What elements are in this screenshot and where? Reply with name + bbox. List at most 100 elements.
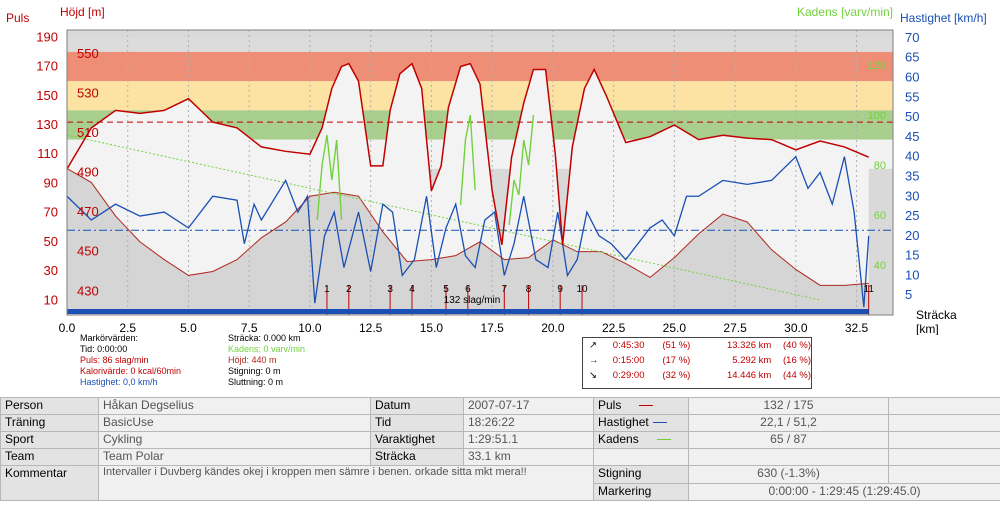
info-row: Person Håkan Degselius Datum 2007-07-17 …	[0, 397, 1000, 415]
heart-rate-zone	[67, 37, 893, 52]
speed-axis-title: Hastighet [km/h]	[900, 11, 987, 25]
marker-values-left: Markörvärden: Tid: 0:00:00 Puls: 86 slag…	[80, 333, 290, 388]
cadence-tick: 80	[874, 160, 886, 172]
x-axis-unit: [km]	[916, 322, 939, 335]
cadence-line	[508, 114, 535, 226]
speed-tick: 20	[905, 228, 919, 243]
cadence-line	[459, 114, 476, 206]
altitude-tick: 530	[77, 85, 99, 100]
summary-km-pct: (44 %)	[783, 370, 811, 381]
summary-row-flat: → 0:15:00 (17 %) 5.292 km (16 %)	[583, 353, 811, 368]
pulse-tick: 150	[36, 88, 58, 103]
date-value[interactable]: 2007-07-17	[463, 397, 594, 415]
team-value[interactable]: Team Polar	[98, 448, 371, 466]
reference-label: 132 slag/min	[444, 295, 501, 306]
info-row: Markering 0:00:00 - 1:29:45 (1:29:45.0)	[1, 482, 1000, 501]
lap-label: 3	[387, 284, 393, 295]
marker-cadence: Kadens: 0 varv/min	[228, 344, 306, 354]
cadence-tick: 40	[874, 260, 886, 272]
pulse-tick: 170	[36, 59, 58, 74]
person-value[interactable]: Håkan Degselius	[98, 397, 371, 415]
distance-tick: 15.0	[420, 321, 444, 335]
summary-row-downhill: ↘ 0:29:00 (32 %) 14.446 km (44 %)	[583, 368, 811, 383]
info-row: Träning BasicUse Tid 18:26:22 Hastighet …	[0, 414, 1000, 432]
pulse-tick: 130	[36, 117, 58, 132]
empty-cell	[593, 448, 689, 466]
distance-tick: 0.0	[59, 321, 76, 335]
distance-tick: 7.5	[241, 321, 258, 335]
pulse-label-text: Puls	[598, 398, 622, 413]
plot-frame	[66, 29, 894, 316]
selection-band	[67, 309, 869, 314]
flat-arrow-icon: →	[589, 355, 599, 366]
cadence-axis-title: Kadens [varv/min]	[797, 5, 893, 19]
speed-tick: 15	[905, 248, 919, 263]
lap-label: 8	[526, 284, 532, 295]
speed-tick: 25	[905, 208, 919, 223]
pulse-tick: 50	[44, 234, 58, 249]
speed-tick: 65	[905, 50, 919, 65]
session-info-table: Person Håkan Degselius Datum 2007-07-17 …	[0, 397, 1000, 501]
lap-label: 11	[864, 284, 875, 295]
distance-value[interactable]: 33.1 km	[463, 448, 594, 466]
lap-label: 4	[409, 284, 415, 295]
speed-tick: 45	[905, 129, 919, 144]
marking-value: 0:00:00 - 1:29:45 (1:29:45.0)	[688, 482, 1000, 501]
distance-tick: 17.5	[480, 321, 504, 335]
distance-tick: 5.0	[180, 321, 197, 335]
speed-label: Hastighet	[593, 414, 689, 432]
pulse-tick: 10	[44, 292, 58, 307]
duration-value[interactable]: 1:29:51.1	[463, 431, 594, 449]
summary-km: 5.292 km	[732, 355, 772, 366]
cadence-trend-line	[66, 134, 821, 301]
marker-speed: Hastighet: 0,0 km/h	[80, 377, 158, 387]
comment-value[interactable]: Intervaller i Duvberg kändes okej i krop…	[98, 465, 594, 501]
speed-line-icon	[652, 422, 667, 424]
distance-tick: 30.0	[784, 321, 808, 335]
pulse-value: 132 / 175	[688, 397, 889, 415]
altitude-area	[67, 168, 869, 315]
lap-label: 10	[576, 284, 588, 295]
speed-tick: 40	[905, 149, 919, 164]
summary-km-pct: (16 %)	[783, 355, 811, 366]
speed-label-text: Hastighet	[598, 415, 649, 430]
summary-time: 0:45:30	[612, 340, 645, 351]
duration-label: Varaktighet	[370, 431, 464, 449]
sport-value[interactable]: Cykling	[98, 431, 371, 449]
cadence-tick: 60	[874, 210, 886, 222]
lap-label: 2	[346, 284, 352, 295]
distance-tick: 2.5	[119, 321, 136, 335]
marker-distance: Sträcka: 0.000 km	[228, 333, 301, 343]
pulse-tick: 110	[37, 146, 58, 161]
cadence-label: Kadens	[593, 431, 689, 449]
info-row: Kommentar Intervaller i Duvberg kändes o…	[0, 465, 1000, 501]
altitude-tick: 470	[77, 204, 99, 219]
marking-label: Markering	[593, 482, 689, 501]
lap-label: 5	[443, 284, 449, 295]
lap-label: 6	[465, 284, 471, 295]
speed-tick: 10	[905, 267, 919, 282]
training-label: Träning	[0, 414, 99, 432]
distance-tick: 10.0	[298, 321, 322, 335]
summary-km-pct: (40 %)	[783, 340, 811, 351]
pulse-tick: 190	[36, 29, 58, 44]
training-value[interactable]: BasicUse	[98, 414, 371, 432]
marker-calories: Kalorivärde: 0 kcal/60min	[80, 366, 182, 376]
pulse-label: Puls	[593, 397, 689, 415]
marker-title: Markörvärden:	[80, 333, 139, 343]
cadence-value: 65 / 87	[688, 431, 889, 449]
comment-label: Kommentar	[0, 465, 99, 501]
time-value[interactable]: 18:26:22	[463, 414, 594, 432]
lap-label: 7	[502, 284, 508, 295]
pulse-line	[66, 62, 869, 245]
empty-cell	[888, 397, 1000, 415]
empty-cell	[688, 448, 889, 466]
speed-tick: 60	[905, 70, 919, 85]
pulse-line-icon	[639, 405, 654, 407]
marker-pulse: Puls: 86 slag/min	[80, 355, 149, 365]
speed-line	[66, 155, 870, 308]
marker-altitude: Höjd: 440 m	[228, 355, 277, 365]
ascent-value: 630 (-1.3%)	[688, 465, 889, 484]
empty-cell	[888, 465, 1000, 484]
